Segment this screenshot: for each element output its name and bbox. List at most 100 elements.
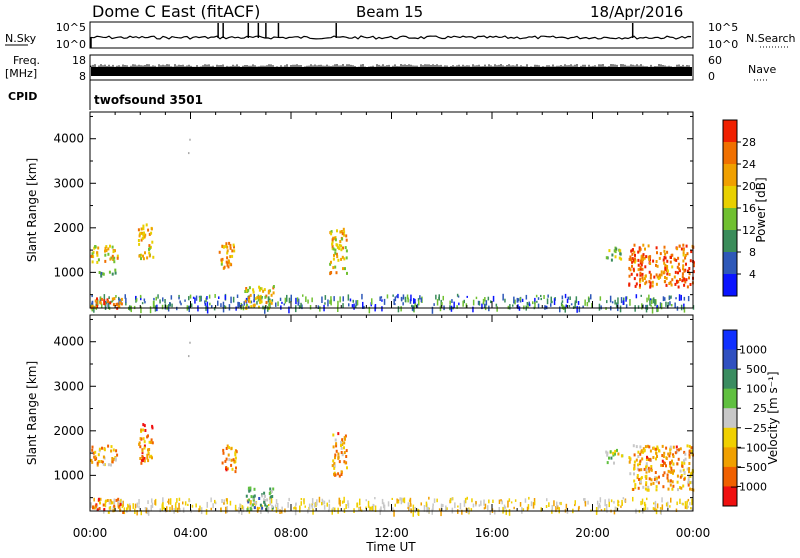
echo-cell — [628, 460, 631, 464]
echo-cell — [676, 474, 679, 478]
echo-cell — [683, 283, 686, 287]
echo-cell — [175, 502, 177, 505]
echo-cell — [679, 475, 682, 479]
echo-cell — [98, 447, 101, 451]
echo-cell — [334, 473, 337, 477]
echo-cell — [272, 291, 275, 295]
echo-cell — [118, 304, 121, 308]
echo-cell — [110, 463, 112, 467]
echo-cell — [614, 255, 617, 259]
echo-cell — [139, 457, 142, 460]
echo-cell — [105, 245, 108, 249]
echo-cell — [413, 298, 415, 304]
echo-cell — [686, 444, 689, 448]
echo-cell — [281, 510, 283, 514]
echo-cell — [440, 503, 443, 509]
echo-cell — [672, 455, 675, 458]
echo-cell — [647, 466, 650, 470]
echo-cell — [259, 298, 262, 302]
echo-cell — [167, 305, 170, 312]
echo-cell — [641, 267, 644, 271]
echo-cell — [148, 440, 151, 444]
echo-cell — [675, 508, 678, 512]
echo-cell — [514, 499, 517, 502]
echo-cell — [96, 461, 99, 465]
echo-cell — [258, 507, 261, 510]
echo-cell — [568, 305, 571, 308]
echo-cell — [628, 257, 631, 261]
echo-cell — [690, 507, 692, 510]
echo-cell — [689, 487, 691, 491]
colorbar-segment — [723, 274, 737, 297]
xtick-label: 00:00 — [73, 526, 108, 540]
echo-cell — [182, 501, 184, 505]
echo-cell — [692, 270, 695, 274]
nsearch-tick-top: 10^5 — [708, 21, 738, 34]
echo-cell — [656, 275, 659, 279]
echo-cell — [643, 467, 646, 471]
echo-cell — [682, 248, 685, 252]
echo-cell — [107, 463, 110, 467]
echo-cell — [637, 305, 640, 309]
echo-cell — [641, 303, 643, 310]
echo-cell — [532, 301, 534, 305]
echo-cell — [343, 496, 345, 503]
echo-cell — [631, 257, 634, 261]
echo-cell — [150, 227, 153, 231]
echo-cell — [663, 245, 666, 249]
power-ylabel: Slant Range [km] — [25, 158, 39, 262]
echo-cell — [205, 297, 207, 302]
colorbar-frame — [722, 329, 738, 507]
echo-cell — [605, 504, 608, 511]
echo-cell — [343, 460, 346, 464]
echo-cell — [676, 247, 679, 251]
echo-cell — [643, 448, 646, 452]
echo-cell — [688, 450, 691, 454]
echo-cell — [689, 481, 692, 485]
echo-cell — [321, 296, 323, 303]
echo-cell — [111, 272, 114, 276]
echo-cell — [223, 502, 225, 505]
echo-cell — [109, 301, 112, 305]
echo-cell — [331, 238, 334, 242]
echo-cell — [686, 252, 689, 256]
echo-cell — [682, 468, 685, 472]
echo-cell — [498, 499, 501, 504]
echo-cell — [633, 277, 636, 281]
echo-cell — [258, 288, 261, 292]
echo-cell — [340, 446, 343, 450]
echo-cell — [404, 296, 407, 303]
echo-cell — [640, 449, 643, 453]
echo-cell — [321, 500, 324, 505]
echo-cell — [228, 241, 231, 245]
power-heatmap — [90, 138, 695, 314]
echo-cell — [394, 296, 397, 302]
echo-cell — [272, 285, 275, 288]
echo-cell — [149, 245, 152, 249]
echo-cell — [637, 463, 639, 467]
echo-cell — [674, 270, 677, 274]
echo-cell — [346, 271, 348, 275]
echo-cell — [655, 246, 658, 250]
echo-cell — [681, 461, 684, 465]
echo-cell — [685, 262, 687, 266]
echo-cell — [690, 480, 693, 484]
echo-cell — [213, 307, 216, 311]
echo-cell — [648, 294, 650, 301]
echo-cell — [114, 271, 117, 275]
colorbar-tick-label: 4 — [749, 268, 756, 281]
echo-cell — [135, 295, 137, 300]
echo-cell — [105, 499, 107, 503]
echo-cell — [629, 255, 632, 259]
echo-cell — [397, 306, 400, 313]
echo-cell — [107, 247, 110, 251]
echo-cell — [629, 457, 632, 461]
echo-cell — [277, 301, 279, 307]
echo-cell — [649, 262, 652, 265]
echo-cell — [345, 449, 348, 453]
echo-cell — [118, 298, 120, 306]
echo-cell — [169, 506, 171, 512]
xtick-label: 20:00 — [575, 526, 610, 540]
echo-cell — [111, 300, 114, 303]
